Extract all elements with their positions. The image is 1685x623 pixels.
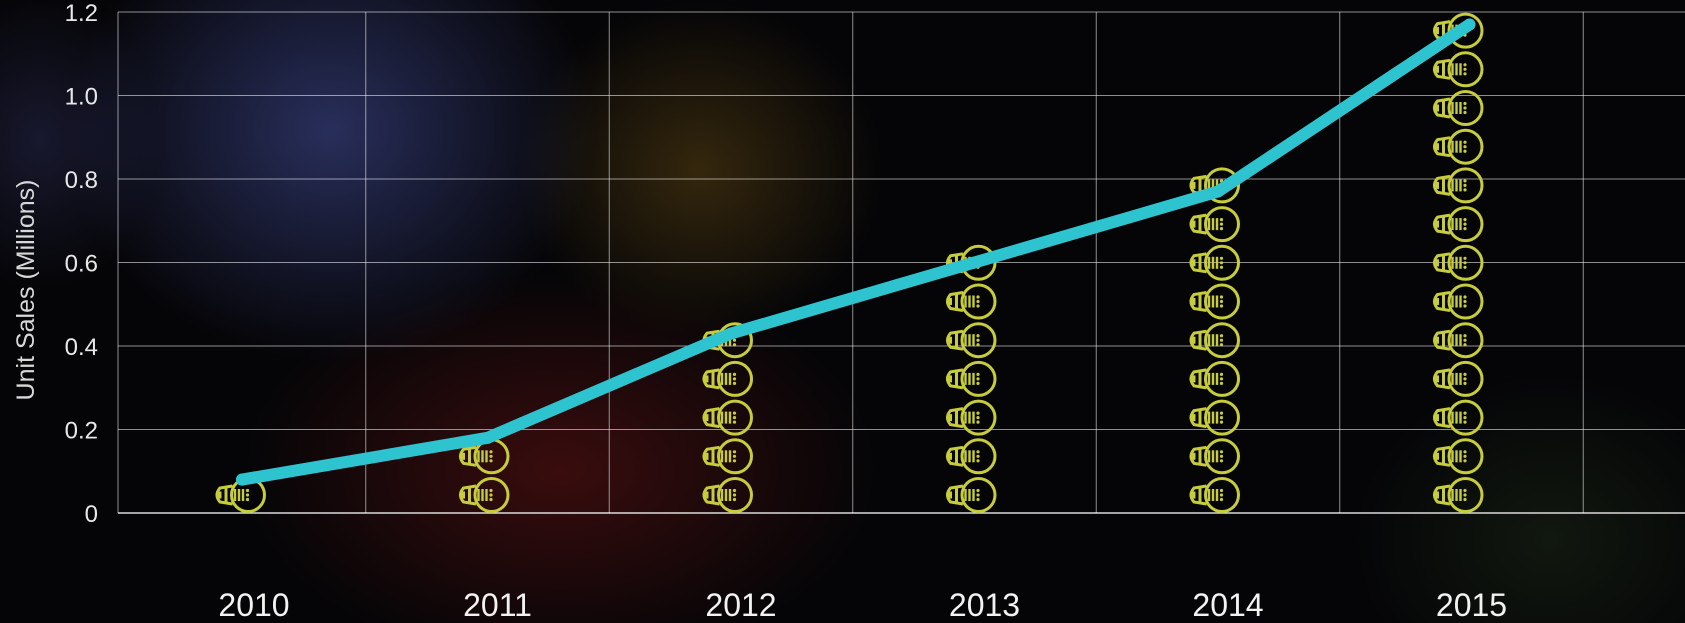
lightbulb-icon (1433, 283, 1484, 320)
lightbulb-icon (702, 399, 753, 436)
lightbulb-icon (1189, 322, 1240, 359)
lightbulb-icon (1189, 283, 1240, 320)
icon-stack-2014 (1189, 167, 1240, 513)
lightbulb-icon (1189, 438, 1240, 475)
lightbulb-icon (946, 360, 997, 397)
unit-sales-line (236, 18, 1476, 486)
y-tick-label: 1.0 (65, 84, 98, 111)
lightbulb-icon (1433, 167, 1484, 204)
y-axis-title: Unit Sales (Millions) (12, 180, 40, 401)
x-tick-label: 2015 (1436, 587, 1507, 623)
lightbulb-icon (1189, 477, 1240, 513)
lightbulb-icon (946, 399, 997, 436)
lightbulb-icon (702, 477, 753, 513)
lightbulb-icon (946, 477, 997, 513)
lightbulb-icon (1189, 206, 1240, 243)
x-tick-label: 2011 (463, 587, 532, 623)
x-tick-label: 2010 (218, 587, 289, 623)
x-tick-label: 2014 (1192, 587, 1263, 623)
lightbulb-icon (1433, 322, 1484, 359)
lightbulb-icon (1433, 438, 1484, 475)
data-point-2012 (725, 327, 737, 340)
labels: 0 0.2 0.4 0.6 0.8 1.0 1.2 2010 2011 2012 2013 2014 2… (12, 0, 1507, 623)
icon-stack-2015 (1433, 12, 1484, 513)
lightbulb-icon (1433, 90, 1484, 126)
lightbulb-icon (1433, 128, 1484, 165)
icon-stack-2013 (946, 244, 997, 513)
lightbulb-icon (1433, 206, 1484, 243)
y-tick-label: 0.6 (65, 251, 98, 278)
lightbulb-icon (702, 360, 753, 397)
y-tick-label: 0 (85, 501, 98, 528)
y-tick-label: 0.4 (65, 334, 98, 361)
lightbulb-icon (1433, 244, 1484, 281)
data-point-2010 (236, 473, 248, 486)
x-tick-label: 2013 (949, 587, 1020, 623)
x-tick-label: 2012 (705, 587, 776, 623)
icon-stack-2011 (459, 438, 510, 513)
lightbulb-icon (702, 438, 753, 475)
y-tick-label: 0.2 (65, 418, 98, 445)
lightbulb-icon (1189, 399, 1240, 436)
lightbulb-icon (946, 283, 997, 320)
data-point-2013 (968, 256, 981, 269)
lightbulb-icon (1189, 244, 1240, 281)
y-tick-label: 0.8 (65, 167, 98, 194)
data-point-2015 (1463, 18, 1476, 31)
lightbulb-icon (946, 438, 997, 475)
lightbulb-icon (1433, 360, 1484, 397)
pictogram-icons (215, 12, 1484, 513)
icon-stack-2012 (702, 322, 753, 513)
y-tick-label: 1.2 (65, 0, 98, 27)
grid (117, 11, 1685, 513)
data-point-2011 (481, 431, 494, 444)
lightbulb-icon (946, 322, 997, 359)
lightbulb-icon (1433, 51, 1484, 88)
lightbulb-icon (1433, 399, 1484, 436)
lightbulb-icon (459, 477, 510, 513)
data-point-2014 (1212, 185, 1224, 198)
series-line-layer (236, 18, 1476, 486)
lightbulb-icon (1189, 360, 1240, 397)
lightbulb-icon (1433, 477, 1484, 513)
